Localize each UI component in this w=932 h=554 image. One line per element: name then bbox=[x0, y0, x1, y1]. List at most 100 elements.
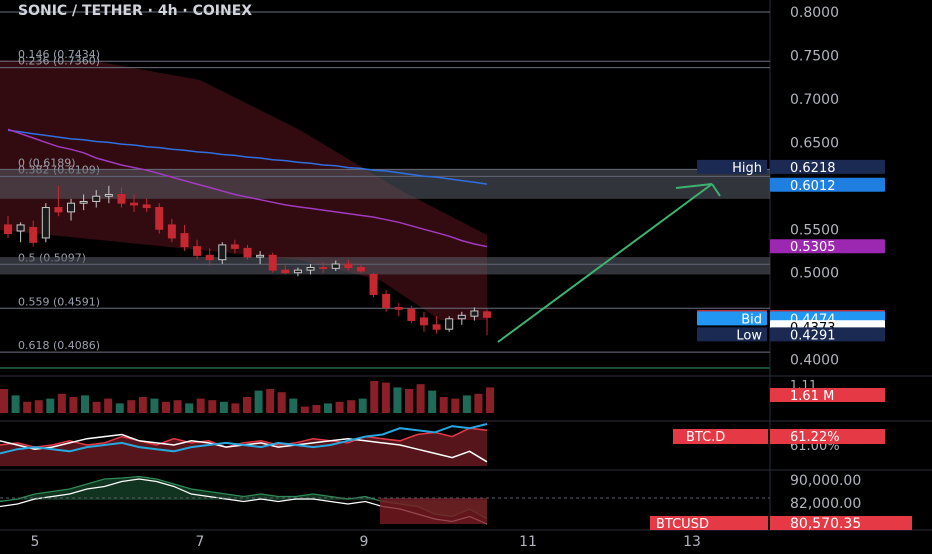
volume-tag-bg bbox=[770, 388, 885, 402]
candle-body bbox=[180, 233, 189, 248]
time-axis-tick: 5 bbox=[31, 534, 40, 550]
price-tag-value-bg bbox=[770, 327, 885, 342]
volume-bar bbox=[243, 397, 251, 413]
candle-body bbox=[419, 317, 428, 326]
fib-label: 0 (0.6189) bbox=[18, 156, 76, 169]
price-tag-label-bg bbox=[697, 159, 767, 174]
volume-bar bbox=[23, 401, 32, 413]
btcd-value-bg bbox=[770, 429, 885, 444]
price-tag-value: 0.4291 bbox=[790, 328, 836, 343]
price-axis-tick: 0.4000 bbox=[790, 353, 839, 369]
price-tag-value: 0.5305 bbox=[790, 240, 836, 255]
candle-body bbox=[457, 314, 466, 320]
price-tag-label-bg bbox=[697, 311, 767, 326]
btcd-value: 61.22% bbox=[790, 430, 840, 445]
fib-label: 0.618 (0.4086) bbox=[18, 339, 100, 352]
arrow-head bbox=[711, 183, 721, 197]
chart-title: SONIC / TETHER · 4h · COINEX bbox=[18, 3, 252, 19]
candle-body bbox=[369, 273, 378, 295]
price-axis-tick: 0.7500 bbox=[790, 48, 839, 64]
candle-body bbox=[483, 311, 491, 318]
btcusd-green-area bbox=[0, 476, 487, 519]
arrow-head bbox=[675, 183, 713, 189]
price-tag-value-bg bbox=[770, 239, 885, 254]
candle-body bbox=[155, 207, 164, 230]
price-axis-tick: 0.6500 bbox=[790, 135, 839, 151]
time-axis-tick: 11 bbox=[519, 534, 537, 550]
volume-bar bbox=[254, 390, 263, 413]
volume-bar bbox=[127, 400, 136, 413]
btcusd-red-area bbox=[380, 498, 487, 524]
volume-bar bbox=[312, 405, 321, 413]
volume-bar bbox=[138, 397, 147, 413]
volume-bar bbox=[347, 400, 356, 413]
candle-body bbox=[142, 204, 151, 209]
volume-bar bbox=[416, 384, 425, 413]
candle-body bbox=[344, 263, 353, 268]
candle-body bbox=[92, 195, 101, 202]
candle-body bbox=[41, 207, 50, 239]
candle-body bbox=[54, 207, 63, 213]
volume-bar bbox=[393, 387, 402, 413]
volume-bar bbox=[300, 406, 309, 413]
volume-bar bbox=[150, 398, 159, 413]
candle-body bbox=[293, 269, 302, 274]
volume-bar bbox=[231, 403, 240, 413]
candle-body bbox=[205, 254, 214, 261]
candle-body bbox=[306, 267, 315, 271]
candle-body bbox=[4, 224, 12, 235]
candle-body bbox=[281, 269, 290, 274]
volume-bar bbox=[208, 400, 217, 413]
btcd-area bbox=[0, 428, 487, 466]
price-tag-label: Low bbox=[736, 328, 762, 343]
price-axis-tick: 0.7000 bbox=[790, 92, 839, 108]
btcusd-axis-tick: 82,000.00 bbox=[790, 496, 861, 512]
volume-bar bbox=[428, 390, 437, 413]
candle-body bbox=[79, 200, 88, 204]
time-axis-tick: 9 bbox=[360, 534, 369, 550]
volume-bar bbox=[289, 398, 298, 413]
price-tag-label: High bbox=[732, 161, 762, 176]
volume-bar bbox=[439, 397, 448, 413]
btcusd-value-bg bbox=[770, 516, 912, 530]
volume-bar bbox=[185, 403, 194, 413]
candle-body bbox=[382, 293, 391, 308]
volume-bar bbox=[462, 395, 471, 413]
price-tag-value-bg bbox=[770, 177, 885, 192]
candle-body bbox=[256, 254, 265, 258]
volume-bar bbox=[0, 389, 8, 413]
time-axis-tick: 7 bbox=[196, 534, 205, 550]
price-tag-label: Bid bbox=[741, 312, 762, 327]
volume-bar bbox=[104, 398, 113, 413]
volume-bar bbox=[196, 398, 205, 413]
volume-bar bbox=[81, 395, 89, 413]
volume-bar bbox=[405, 389, 413, 413]
candle-body bbox=[67, 202, 76, 213]
price-tag-value: 0.6012 bbox=[790, 179, 836, 194]
price-axis-tick: 0.8000 bbox=[790, 5, 839, 21]
candle-body bbox=[104, 194, 113, 197]
volume-bar bbox=[277, 392, 286, 413]
btcusd-axis-tick: 90,000.00 bbox=[790, 473, 861, 489]
fib-label: 0.236 (0.7360) bbox=[18, 55, 100, 68]
candle-body bbox=[407, 308, 416, 322]
candle-body bbox=[29, 227, 38, 243]
btcd-label: BTC.D bbox=[686, 430, 725, 445]
volume-bar bbox=[92, 401, 101, 413]
candle-body bbox=[268, 254, 277, 271]
volume-bar bbox=[115, 403, 124, 413]
fib-zone-upper bbox=[0, 169, 770, 199]
candle-body bbox=[394, 306, 403, 310]
volume-bar bbox=[335, 401, 344, 413]
volume-bar bbox=[219, 401, 228, 413]
volume-bar bbox=[173, 400, 182, 413]
btcusd-value: 80,570.35 bbox=[790, 516, 861, 532]
volume-bar bbox=[451, 398, 460, 413]
volume-bar bbox=[486, 387, 494, 413]
btcusd-label: BTCUSD bbox=[656, 517, 709, 532]
price-tag-label-bg bbox=[697, 327, 767, 342]
btcusd-label-bg bbox=[650, 516, 768, 530]
volume-bar bbox=[266, 389, 275, 413]
